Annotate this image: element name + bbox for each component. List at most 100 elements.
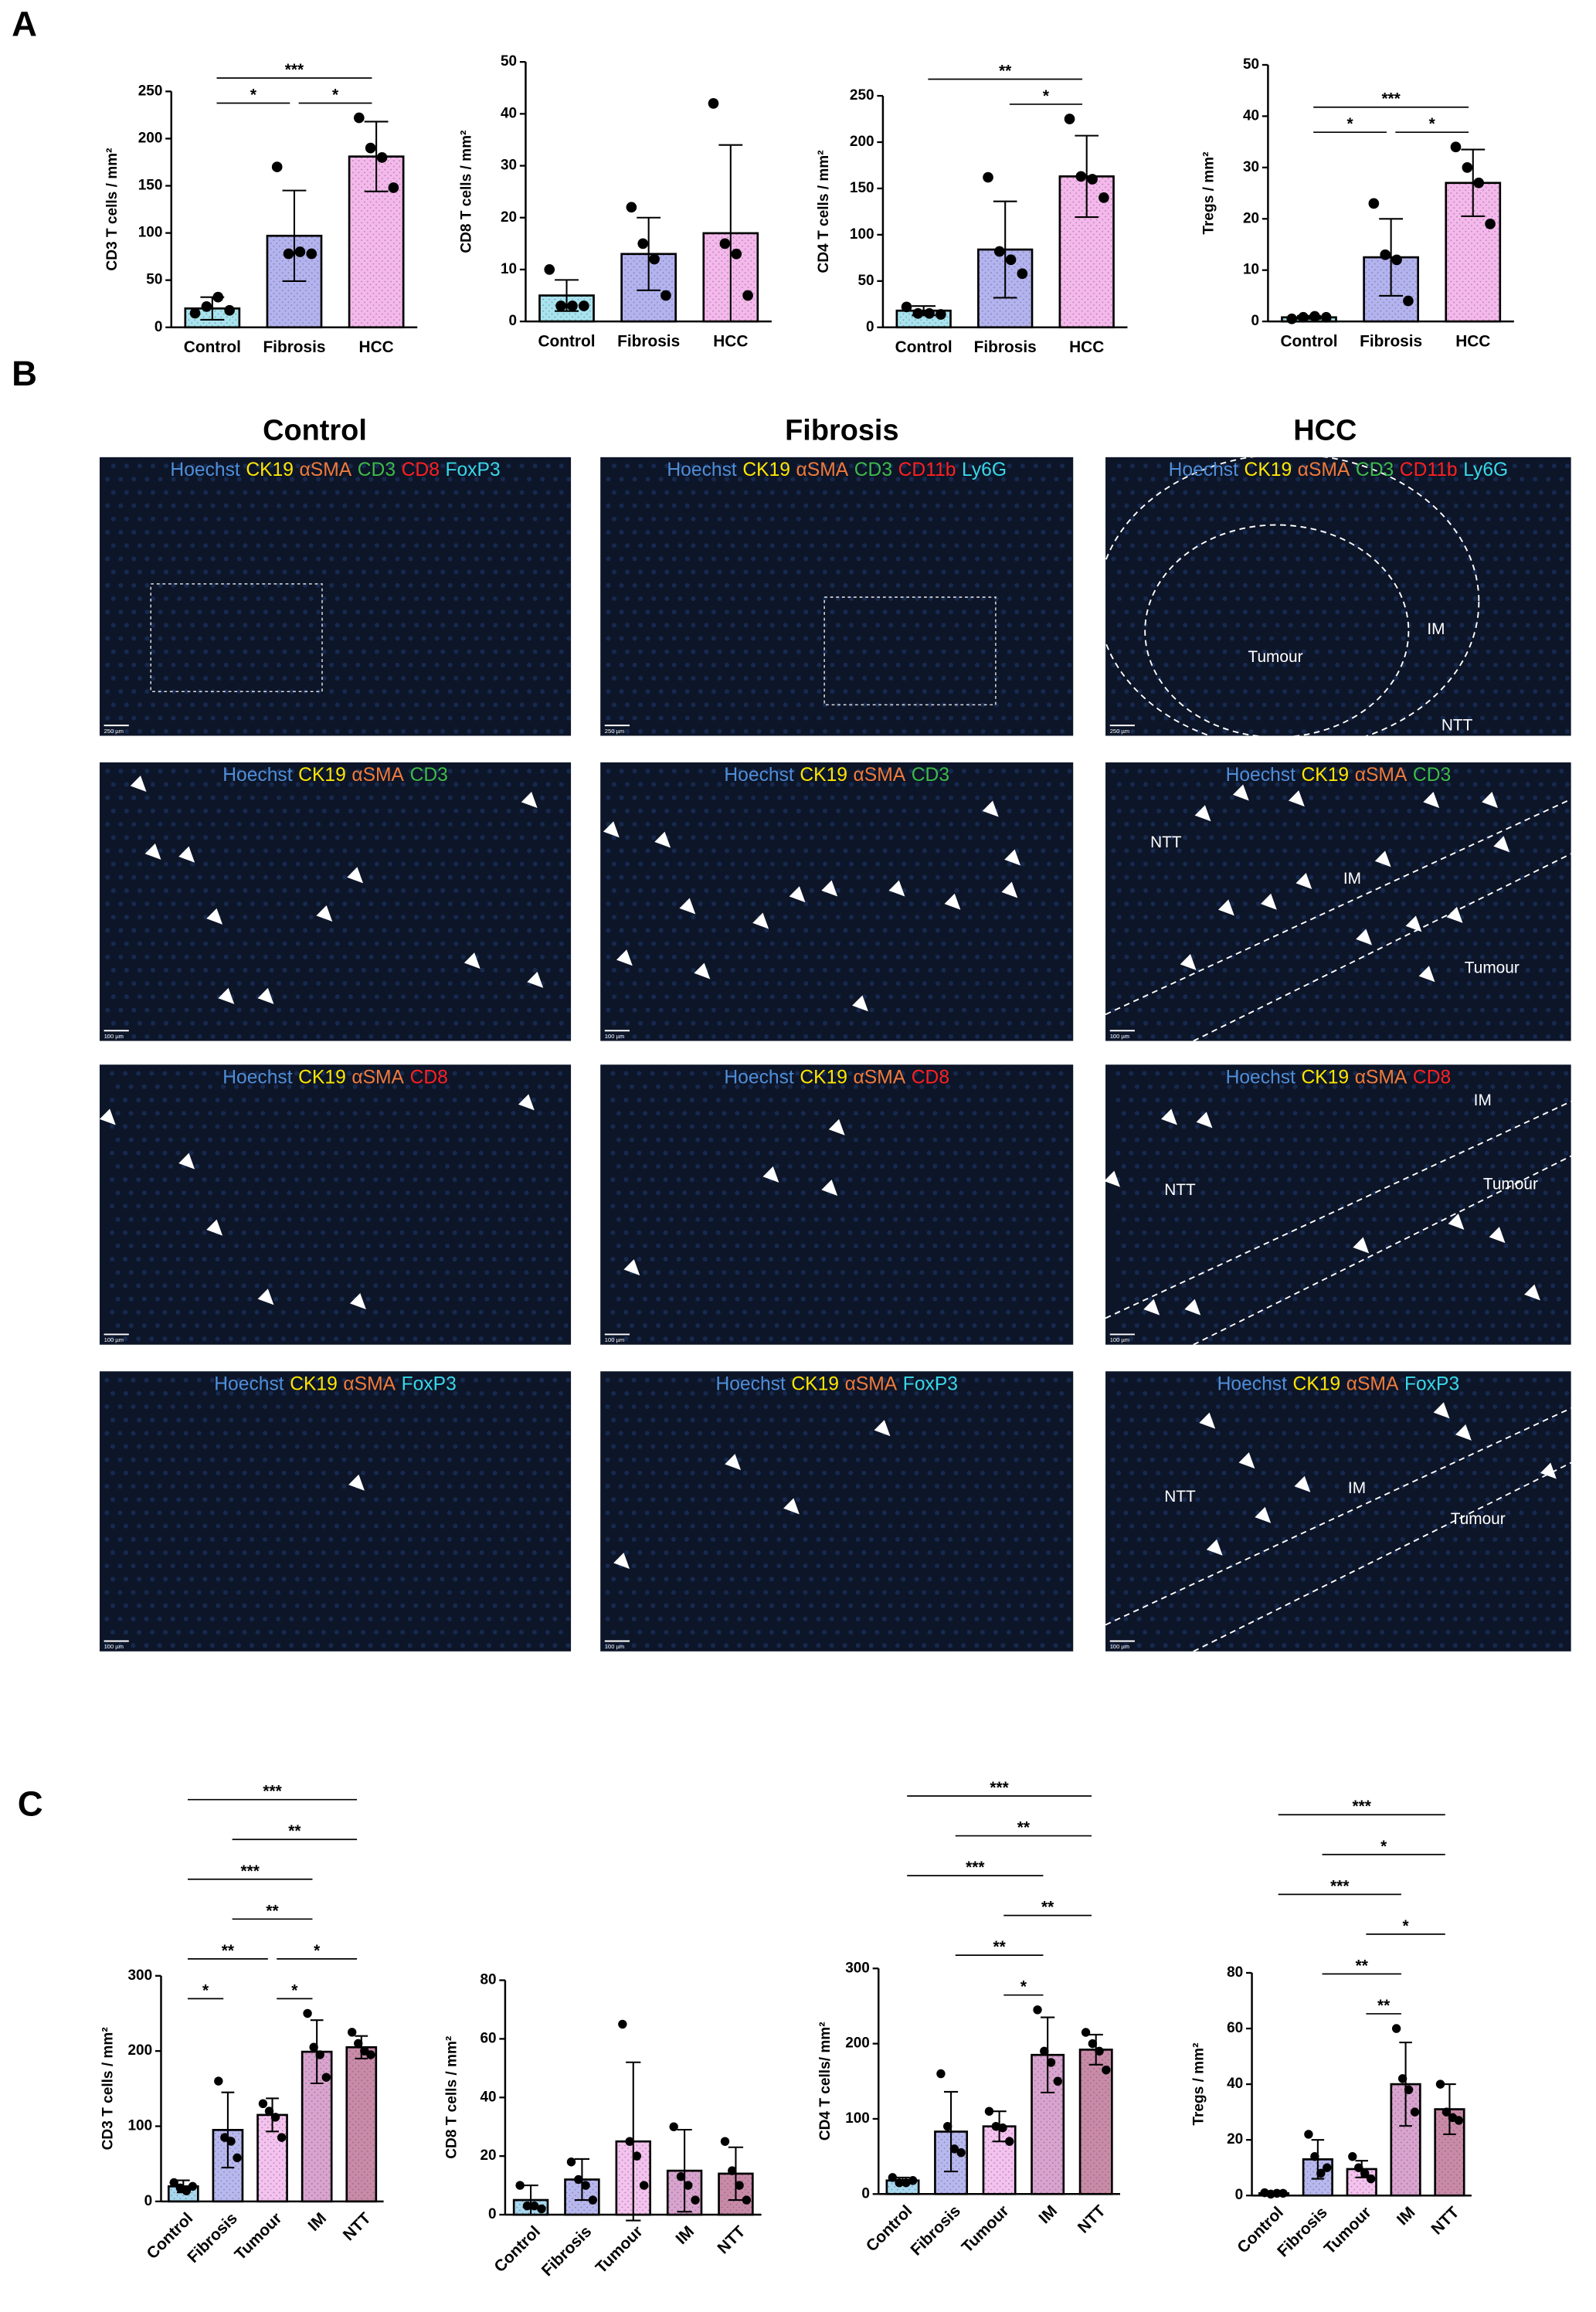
nucleus <box>1309 503 1314 508</box>
nucleus <box>1512 1020 1517 1026</box>
nucleus <box>764 928 769 933</box>
nucleus <box>915 463 920 469</box>
nucleus <box>1054 503 1059 508</box>
nucleus <box>1427 662 1432 667</box>
nucleus <box>382 795 387 800</box>
nucleus <box>1183 543 1188 548</box>
nucleus <box>1216 636 1221 641</box>
nucleus <box>1177 901 1182 907</box>
nucleus <box>1067 689 1072 694</box>
nucleus <box>769 728 775 734</box>
nucleus <box>783 490 788 495</box>
nucleus <box>308 728 314 734</box>
nucleus <box>150 782 155 787</box>
nucleus <box>1564 675 1570 681</box>
nucleus <box>250 954 255 959</box>
nucleus <box>935 874 940 880</box>
nucleus <box>321 835 327 840</box>
scale-label: 250 µm <box>1110 728 1129 735</box>
nucleus <box>632 874 637 880</box>
nucleus <box>1275 888 1280 893</box>
nucleus <box>1546 556 1551 562</box>
nucleus <box>348 782 353 787</box>
nucleus <box>1067 874 1072 880</box>
nucleus <box>545 649 551 654</box>
nucleus <box>295 941 301 946</box>
nucleus <box>184 954 189 959</box>
nucleus <box>875 569 881 575</box>
nucleus <box>645 503 650 508</box>
nucleus <box>163 994 169 1000</box>
nucleus <box>545 490 551 495</box>
nucleus <box>566 848 572 854</box>
nucleus <box>1242 689 1248 694</box>
nucleus <box>1551 463 1557 469</box>
nucleus <box>1183 463 1188 469</box>
nucleus <box>677 782 683 787</box>
nucleus <box>717 782 722 787</box>
nucleus <box>1203 928 1208 933</box>
nucleus <box>1269 715 1275 721</box>
nucleus <box>941 728 946 734</box>
nucleus <box>817 582 822 588</box>
nucleus <box>216 1020 222 1026</box>
nucleus <box>171 769 176 774</box>
nucleus <box>184 689 189 694</box>
nucleus <box>1525 994 1530 1000</box>
nucleus <box>513 636 519 641</box>
nucleus <box>321 888 327 893</box>
data-point <box>188 2181 198 2191</box>
nucleus <box>1067 1007 1072 1013</box>
stain-label: Hoechst CK19 αSMA CD3 <box>1226 765 1452 786</box>
nucleus <box>625 967 630 973</box>
nucleus <box>263 556 268 562</box>
nucleus <box>1275 941 1280 946</box>
nucleus <box>730 941 735 946</box>
nucleus <box>387 623 393 628</box>
nucleus <box>124 1020 129 1026</box>
nucleus <box>988 848 993 854</box>
data-point <box>169 2178 178 2188</box>
nucleus <box>830 689 835 694</box>
nucleus <box>216 596 222 602</box>
nucleus <box>1001 1034 1007 1039</box>
nucleus <box>743 649 749 654</box>
nucleus <box>1170 941 1175 946</box>
nucleus <box>1054 1034 1059 1039</box>
nucleus <box>1533 769 1538 774</box>
nucleus <box>150 967 155 973</box>
nucleus <box>1216 503 1221 508</box>
nucleus <box>421 715 426 721</box>
nucleus <box>1427 556 1432 562</box>
nucleus <box>1203 662 1208 667</box>
x-tick-label: Tumour <box>593 2222 647 2276</box>
nucleus <box>1054 981 1059 986</box>
nucleus <box>817 503 822 508</box>
nucleus <box>803 609 809 615</box>
nucleus <box>474 609 479 615</box>
nucleus <box>250 477 255 482</box>
nucleus <box>1001 981 1007 986</box>
nucleus <box>519 569 525 575</box>
nucleus <box>1170 835 1175 840</box>
nucleus <box>1111 636 1116 641</box>
nucleus <box>1367 543 1373 548</box>
nucleus <box>566 662 572 667</box>
nucleus <box>796 702 801 708</box>
data-point <box>735 2181 744 2190</box>
nucleus <box>395 981 400 986</box>
nucleus <box>1367 808 1373 813</box>
nucleus <box>1216 530 1221 535</box>
nucleus <box>619 901 624 907</box>
nucleus <box>1163 662 1169 667</box>
nucleus <box>790 769 796 774</box>
data-point <box>720 2137 730 2146</box>
nucleus <box>888 623 894 628</box>
nucleus <box>532 941 538 946</box>
nucleus <box>361 861 366 867</box>
nucleus <box>1440 874 1445 880</box>
nucleus <box>928 888 933 893</box>
nucleus <box>1054 715 1059 721</box>
nucleus <box>110 941 116 946</box>
nucleus <box>342 1034 348 1039</box>
